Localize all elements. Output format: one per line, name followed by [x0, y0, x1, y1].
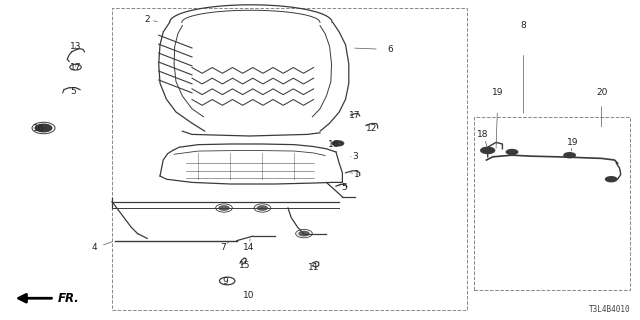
- Circle shape: [35, 124, 52, 132]
- Circle shape: [298, 231, 310, 236]
- Text: 18: 18: [477, 130, 489, 139]
- Circle shape: [218, 205, 230, 211]
- Text: 7: 7: [220, 243, 225, 252]
- Text: 6: 6: [388, 45, 393, 54]
- Text: 16: 16: [33, 124, 44, 132]
- Circle shape: [563, 152, 576, 158]
- Text: 5: 5: [342, 183, 347, 192]
- Text: T3L4B4010: T3L4B4010: [589, 305, 630, 314]
- Bar: [474, 117, 630, 290]
- Text: 19: 19: [492, 88, 504, 97]
- Text: 15: 15: [239, 261, 250, 270]
- Text: 9: 9: [223, 277, 228, 286]
- Text: 16: 16: [328, 140, 340, 148]
- Text: 17: 17: [349, 111, 361, 120]
- Text: 1: 1: [355, 170, 360, 179]
- Text: 20: 20: [596, 88, 607, 97]
- Text: 10: 10: [243, 292, 254, 300]
- Text: 14: 14: [243, 243, 254, 252]
- Circle shape: [605, 176, 618, 182]
- Circle shape: [506, 149, 518, 155]
- Text: 2: 2: [145, 15, 150, 24]
- Text: 13: 13: [70, 42, 81, 51]
- Text: 8: 8: [521, 21, 526, 30]
- Bar: [112, 8, 467, 310]
- Text: 5: 5: [71, 87, 76, 96]
- Text: 19: 19: [567, 138, 579, 147]
- Text: 3: 3: [353, 152, 358, 161]
- Text: 17: 17: [70, 63, 81, 72]
- Text: 11: 11: [308, 263, 319, 272]
- Circle shape: [480, 147, 495, 154]
- Text: 12: 12: [365, 124, 377, 132]
- Text: FR.: FR.: [58, 292, 79, 305]
- Circle shape: [257, 205, 268, 211]
- Circle shape: [332, 140, 344, 147]
- Text: 4: 4: [92, 244, 97, 252]
